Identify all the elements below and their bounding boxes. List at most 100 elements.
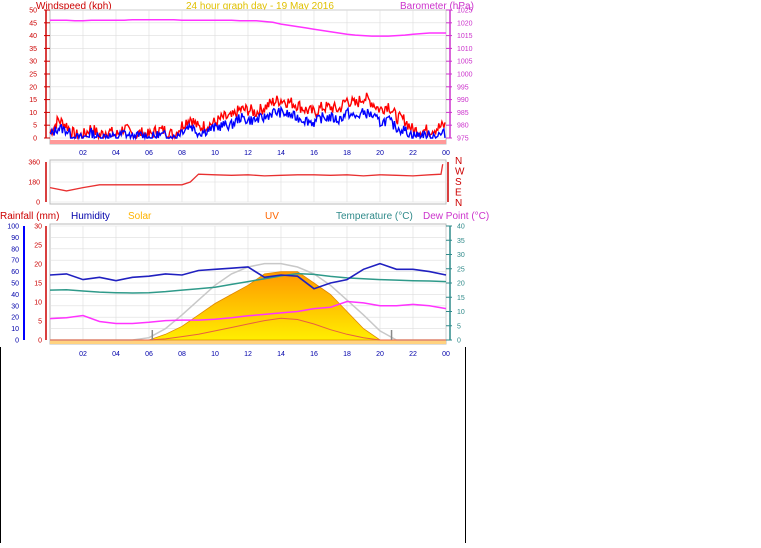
barometer-line [50, 18, 446, 37]
humidity-ytick-label: 40 [11, 292, 19, 299]
temperature-line [49, 272, 447, 294]
direction-ytick-label: 180 [28, 180, 40, 187]
temp-ytick-label: 15 [457, 295, 465, 302]
temperature-axis-title: Temperature (°C) [336, 211, 413, 222]
temp-xtick-label: 00 [442, 351, 450, 358]
wind-ytick-label: 15 [29, 97, 37, 104]
temp-ytick-label: 5 [457, 323, 461, 330]
barometer-ytick-label: 990 [457, 97, 469, 104]
wind-ytick-label: 10 [29, 110, 37, 117]
wind-ytick-label: 5 [33, 123, 37, 130]
compass-label: S [455, 177, 462, 188]
wind-ytick-label: 0 [33, 136, 37, 143]
humidity-ytick-label: 60 [11, 269, 19, 276]
dewpoint-axis-title: Dew Point (°C) [423, 211, 489, 222]
uv-line [50, 317, 446, 341]
wind-ytick-label: 50 [29, 8, 37, 15]
barometer-ytick-label: 1000 [457, 72, 473, 79]
temp-xtick-label: 02 [79, 351, 87, 358]
temp-xtick-label: 06 [145, 351, 153, 358]
temp-ytick-label: 30 [457, 252, 465, 259]
wind-ytick-label: 35 [29, 46, 37, 53]
dewpoint-line [49, 300, 447, 325]
chart-marks [49, 18, 447, 341]
wind-xtick-label: 20 [376, 150, 384, 157]
direction-ytick-label: 360 [28, 160, 40, 167]
temp-ytick-label: 10 [457, 309, 465, 316]
graph-title: 24 hour graph day - 19 May 2016 [186, 1, 334, 12]
wind-ytick-label: 30 [29, 59, 37, 66]
barometer-ytick-label: 1025 [457, 8, 473, 15]
wind-average-line [49, 105, 446, 141]
axes: 0510152025303540455097598098599099510001… [7, 8, 472, 359]
wind-xtick-label: 18 [343, 150, 351, 157]
wind-xtick-label: 10 [211, 150, 219, 157]
barometer-ytick-label: 975 [457, 136, 469, 143]
wind-xtick-label: 06 [145, 150, 153, 157]
wind-xtick-label: 00 [442, 150, 450, 157]
grid-lines [50, 9, 447, 341]
temp-xtick-label: 16 [310, 351, 318, 358]
temp-ytick-label: 35 [457, 238, 465, 245]
barometer-ytick-label: 1020 [457, 20, 473, 27]
wind-xtick-label: 12 [244, 150, 252, 157]
barometer-ytick-label: 1010 [457, 46, 473, 53]
wind-xtick-label: 22 [409, 150, 417, 157]
humidity-axis-title: Humidity [71, 211, 110, 222]
rain-ytick-label: 25 [34, 243, 42, 250]
humidity-ytick-label: 100 [7, 224, 19, 231]
rain-ytick-label: 10 [34, 300, 42, 307]
temp-xtick-label: 08 [178, 351, 186, 358]
wind-ytick-label: 40 [29, 33, 37, 40]
wind-ytick-label: 20 [29, 84, 37, 91]
compass-label: N [455, 198, 462, 209]
barometer-ytick-label: 985 [457, 110, 469, 117]
barometer-axis-title: Barometer (hPa) [400, 1, 474, 12]
wind-ytick-label: 25 [29, 72, 37, 79]
humidity-ytick-label: 90 [11, 235, 19, 242]
compass-label: W [455, 167, 465, 178]
barometer-ytick-label: 995 [457, 84, 469, 91]
humidity-ytick-label: 80 [11, 246, 19, 253]
humidity-ytick-label: 50 [11, 281, 19, 288]
uv-legend-label: UV [265, 211, 279, 222]
humidity-ytick-label: 30 [11, 303, 19, 310]
wind-xtick-label: 02 [79, 150, 87, 157]
wind-xtick-label: 16 [310, 150, 318, 157]
humidity-ytick-label: 0 [15, 338, 19, 345]
solar-legend-label: Solar [128, 211, 152, 222]
direction-ytick-label: 0 [36, 200, 40, 207]
wind-xtick-label: 04 [112, 150, 120, 157]
windspeed-axis-title: Windspeed (kph) [36, 1, 112, 12]
temp-ytick-label: 0 [457, 338, 461, 345]
rain-baseline [50, 340, 446, 344]
humidity-ytick-label: 70 [11, 258, 19, 265]
wind-direction-line [49, 164, 444, 192]
temp-xtick-label: 14 [277, 351, 285, 358]
temp-ytick-label: 20 [457, 281, 465, 288]
rain-ytick-label: 20 [34, 262, 42, 269]
rainfall-axis-title: Rainfall (mm) [0, 211, 59, 222]
compass-label: N [455, 156, 462, 167]
humidity-line [49, 262, 447, 290]
temp-xtick-label: 18 [343, 351, 351, 358]
wind-xtick-label: 08 [178, 150, 186, 157]
temp-xtick-label: 10 [211, 351, 219, 358]
temp-xtick-label: 04 [112, 351, 120, 358]
rain-ytick-label: 0 [38, 338, 42, 345]
temp-xtick-label: 20 [376, 351, 384, 358]
rain-ytick-label: 5 [38, 319, 42, 326]
barometer-ytick-label: 1005 [457, 59, 473, 66]
temp-ytick-label: 25 [457, 266, 465, 273]
barometer-ytick-label: 1015 [457, 33, 473, 40]
humidity-ytick-label: 20 [11, 315, 19, 322]
humidity-ytick-label: 10 [11, 326, 19, 333]
temp-ytick-label: 40 [457, 224, 465, 231]
temp-xtick-label: 22 [409, 351, 417, 358]
barometer-ytick-label: 980 [457, 123, 469, 130]
wind-ytick-label: 45 [29, 20, 37, 27]
temp-xtick-label: 12 [244, 351, 252, 358]
compass-label: E [455, 188, 462, 199]
